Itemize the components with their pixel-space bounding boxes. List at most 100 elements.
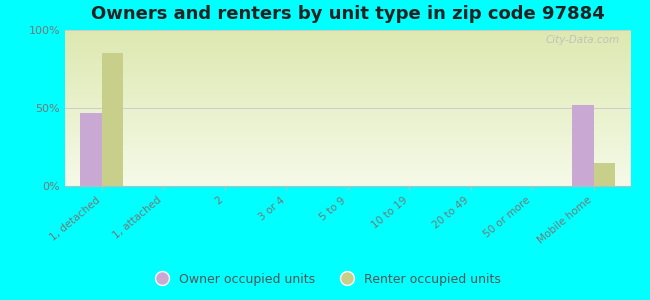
Bar <box>65 131 630 132</box>
Bar <box>65 112 630 113</box>
Bar <box>65 125 630 126</box>
Bar <box>65 130 630 131</box>
Bar <box>65 143 630 144</box>
Bar <box>65 182 630 183</box>
Bar <box>65 54 630 55</box>
Bar <box>65 72 630 73</box>
Bar <box>65 76 630 77</box>
Bar <box>65 31 630 32</box>
Bar <box>65 167 630 168</box>
Bar <box>65 53 630 54</box>
Bar <box>65 115 630 116</box>
Bar <box>65 32 630 33</box>
Bar <box>65 62 630 63</box>
Bar <box>65 59 630 60</box>
Bar <box>65 102 630 103</box>
Bar <box>65 183 630 184</box>
Bar <box>65 105 630 106</box>
Bar <box>81 113 102 186</box>
Bar <box>65 142 630 143</box>
Bar <box>65 96 630 97</box>
Bar <box>65 57 630 58</box>
Bar <box>65 50 630 51</box>
Bar <box>65 48 630 49</box>
Bar <box>65 73 630 74</box>
Bar <box>65 61 630 62</box>
Bar <box>102 53 124 186</box>
Bar <box>65 101 630 102</box>
Bar <box>65 175 630 176</box>
Bar <box>65 153 630 154</box>
Bar <box>65 45 630 46</box>
Bar <box>65 146 630 147</box>
Bar <box>65 116 630 117</box>
Bar <box>65 36 630 37</box>
Bar <box>65 154 630 155</box>
Bar <box>65 149 630 150</box>
Bar <box>65 41 630 42</box>
Bar <box>65 140 630 141</box>
Bar <box>65 98 630 99</box>
Bar <box>65 106 630 107</box>
Bar <box>65 93 630 94</box>
Bar <box>65 43 630 44</box>
Bar <box>65 121 630 122</box>
Bar <box>65 138 630 139</box>
Bar <box>65 178 630 179</box>
Bar <box>65 124 630 125</box>
Bar <box>65 171 630 172</box>
Bar <box>65 38 630 39</box>
Bar <box>65 163 630 164</box>
Bar <box>65 132 630 133</box>
Bar <box>65 137 630 138</box>
Bar <box>65 150 630 151</box>
Bar <box>65 181 630 182</box>
Bar <box>65 71 630 72</box>
Bar <box>65 63 630 64</box>
Bar <box>65 114 630 115</box>
Text: City-Data.com: City-Data.com <box>545 35 619 45</box>
Bar <box>65 129 630 130</box>
Bar <box>65 97 630 98</box>
Bar <box>65 99 630 100</box>
Bar <box>65 111 630 112</box>
Bar <box>65 135 630 136</box>
Bar <box>65 81 630 82</box>
Bar <box>65 89 630 90</box>
Bar <box>65 165 630 166</box>
Bar <box>65 30 630 31</box>
Bar <box>65 77 630 78</box>
Legend: Owner occupied units, Renter occupied units: Owner occupied units, Renter occupied un… <box>144 268 506 291</box>
Bar <box>65 83 630 84</box>
Bar <box>65 119 630 120</box>
Bar <box>65 87 630 88</box>
Bar <box>65 65 630 66</box>
Bar <box>65 103 630 104</box>
Bar <box>65 161 630 162</box>
Bar <box>65 133 630 134</box>
Bar <box>65 184 630 185</box>
Bar <box>65 123 630 124</box>
Bar <box>65 55 630 56</box>
Bar <box>65 100 630 101</box>
Bar <box>65 46 630 47</box>
Bar <box>65 85 630 86</box>
Bar <box>65 60 630 61</box>
Bar <box>65 70 630 71</box>
Bar <box>65 44 630 45</box>
Bar <box>65 136 630 137</box>
Bar <box>65 117 630 118</box>
Bar <box>65 80 630 81</box>
Bar <box>65 90 630 91</box>
Bar <box>65 86 630 87</box>
Bar <box>65 88 630 89</box>
Bar <box>65 51 630 52</box>
Bar <box>65 78 630 79</box>
Bar <box>65 162 630 163</box>
Bar <box>65 174 630 175</box>
Bar <box>65 134 630 135</box>
Bar <box>65 107 630 108</box>
Bar <box>65 185 630 186</box>
Bar <box>65 164 630 165</box>
Bar <box>65 68 630 69</box>
